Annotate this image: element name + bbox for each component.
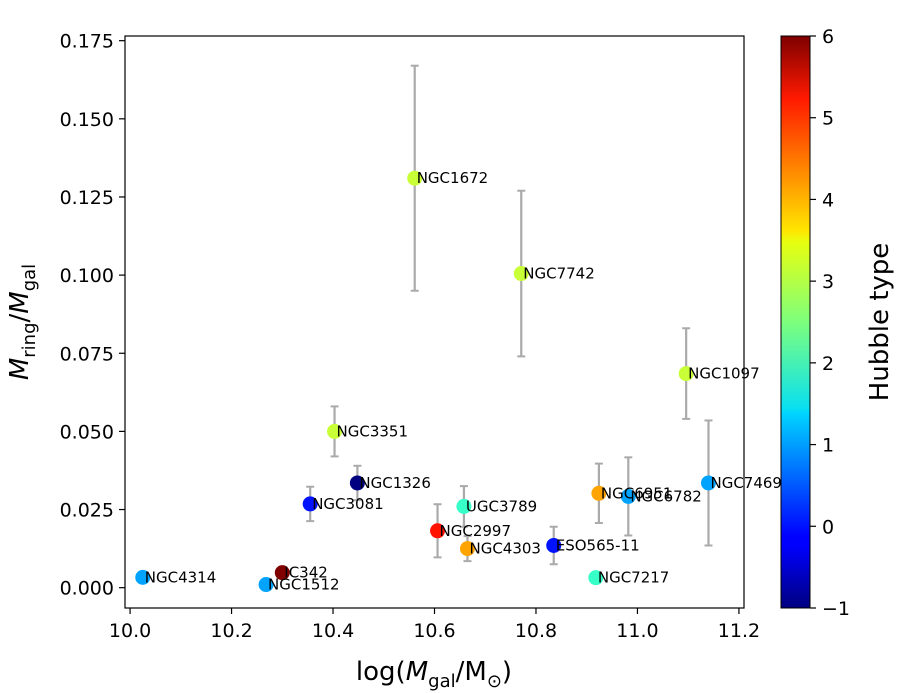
- colorbar: [781, 36, 810, 608]
- x-tick-label: 10.8: [515, 620, 557, 642]
- y-axis: 0.000 0.025 0.050 0.075 0.100 0.125 0.150 0.175: [60, 31, 125, 600]
- x-axis: 10.0 10.2 10.4 10.6 10.8 11.0 11.2: [109, 608, 760, 642]
- y-axis-title: Mring/Mgal: [5, 264, 40, 380]
- data-point: [678, 366, 694, 382]
- data-point: [513, 266, 529, 282]
- data-point: [274, 565, 290, 581]
- colorbar-tick-label: 0: [822, 516, 834, 538]
- data-point: [302, 496, 318, 512]
- data-point: [327, 423, 343, 439]
- colorbar-tick-label: 5: [822, 108, 834, 130]
- y-tick-label: 0.175: [60, 31, 114, 53]
- data-point-label: IC342: [284, 564, 328, 582]
- colorbar-tick-label: 2: [822, 353, 834, 375]
- y-tick-label: 0.000: [60, 578, 114, 600]
- x-tick-label: 10.0: [109, 620, 151, 642]
- x-tick-label: 11.2: [718, 620, 760, 642]
- colorbar-axis: −1 0 1 2 3 4 5 6: [810, 26, 850, 620]
- x-tick-label: 10.4: [312, 620, 354, 642]
- y-tick-label: 0.125: [60, 187, 114, 209]
- colorbar-tick-label: 1: [822, 435, 834, 457]
- x-tick-label: 11.0: [616, 620, 658, 642]
- data-point: [700, 475, 716, 491]
- x-tick-label: 10.6: [413, 620, 455, 642]
- data-point: [620, 488, 636, 504]
- data-point-label: NGC6951: [601, 484, 673, 502]
- x-tick-label: 10.2: [210, 620, 252, 642]
- data-point-label: NGC3081: [312, 495, 384, 513]
- data-point: [459, 541, 475, 557]
- data-point-label: NGC1672: [417, 169, 489, 187]
- data-point-label: UGC3789: [466, 497, 537, 515]
- data-point: [135, 569, 151, 585]
- data-point-label: NGC4303: [469, 540, 540, 558]
- y-tick-label: 0.100: [60, 265, 114, 287]
- colorbar-tick-label: 3: [822, 271, 834, 293]
- data-point-label: NGC7469: [710, 474, 782, 492]
- data-point: [591, 485, 607, 501]
- data-point-label: NGC1326: [359, 474, 431, 492]
- data-point-label: NGC1097: [688, 365, 760, 383]
- data-point-label: NGC7742: [523, 265, 595, 283]
- data-point-label: NGC3351: [337, 422, 409, 440]
- data-point-label: NGC2997: [440, 522, 512, 540]
- y-tick-label: 0.075: [60, 343, 114, 365]
- y-tick-label: 0.025: [60, 500, 114, 522]
- data-point: [407, 170, 423, 186]
- data-point: [546, 537, 562, 553]
- data-point-label: NGC6782: [630, 487, 702, 505]
- y-tick-label: 0.050: [60, 421, 114, 443]
- data-point-label: NGC1512: [268, 576, 340, 594]
- data-point: [349, 475, 365, 491]
- y-tick-label: 0.150: [60, 109, 114, 131]
- data-point-label: NGC7217: [598, 569, 670, 587]
- data-points: [135, 170, 716, 593]
- colorbar-title: Hubble type: [865, 243, 895, 402]
- data-point: [430, 523, 446, 539]
- data-point: [588, 570, 604, 586]
- colorbar-tick-label: 6: [822, 26, 834, 48]
- colorbar-frame: [780, 35, 811, 609]
- colorbar-tick-label: 4: [822, 189, 834, 211]
- data-point-label: NGC4314: [145, 568, 217, 586]
- data-point-label: ESO565-11: [556, 536, 640, 554]
- colorbar-tick-label: −1: [822, 598, 850, 620]
- data-point: [258, 577, 274, 593]
- x-axis-title: log(Mgal/M⊙): [356, 657, 512, 692]
- data-point: [456, 498, 472, 514]
- plot-frame: [124, 35, 745, 609]
